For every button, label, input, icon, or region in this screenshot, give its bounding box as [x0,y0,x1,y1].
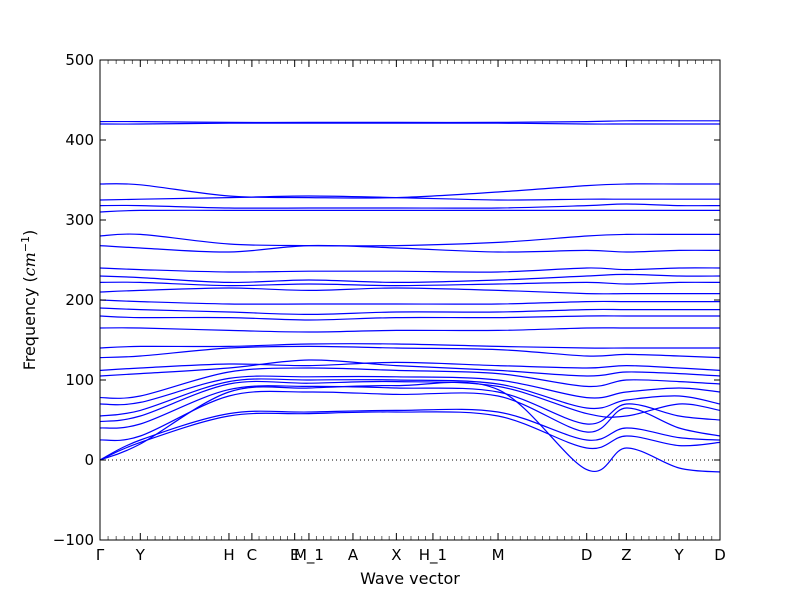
x-tick-label: H [223,546,234,564]
series-line-7 [100,378,720,417]
series-line-25 [100,203,720,209]
series-line-4 [100,390,720,442]
series-line-13 [100,343,720,349]
axes-group: −100 0 100 200 300 400 500 Γ Y H C EM_1 A X H_1 M D Z Y D [53,51,726,565]
x-tick-label: Y [673,546,684,564]
series-line-24 [100,209,720,213]
x-axis-label: Wave vector [360,569,460,588]
series-line-18 [100,287,720,295]
x-tick-label: E [290,546,299,564]
series-line-9 [100,367,720,399]
series-line-14 [100,327,720,333]
series-line-15 [100,315,720,321]
y-tick-label: −100 [53,531,94,549]
y-axis-label-unit: cm [20,252,39,276]
series-line-3 [100,408,720,461]
x-tick-label: A [348,546,359,564]
series-line-5 [100,385,720,429]
y-axis-label: Frequency (cm−1) [19,230,40,371]
series-line-27 [100,183,720,199]
x-tick-label: D [714,546,726,564]
series-line-23 [100,233,720,247]
y-axis-label-main: Frequency ( [20,276,39,370]
series-line-10 [100,359,720,377]
y-tick-label: 500 [65,51,94,69]
series-line-29 [100,120,720,124]
series-line-28 [100,122,720,125]
series-line-17 [100,299,720,305]
x-tick-label: M_1 [294,546,324,565]
x-tick-label: M [492,546,505,564]
plot-area [100,60,720,540]
x-tick-label: X [391,546,401,564]
series-line-20 [100,273,720,284]
y-tick-label: 400 [65,131,94,149]
series-line-6 [100,380,720,423]
series-group [100,120,720,473]
x-tick-label: C [247,546,257,564]
series-line-8 [100,375,720,406]
series-line-2 [100,411,720,461]
series-line-26 [100,195,720,201]
series-line-19 [100,281,720,287]
series-line-21 [100,267,720,273]
series-line-11 [100,361,720,371]
x-tick-label: Y [135,546,146,564]
series-line-12 [100,345,720,359]
x-tick-label: D [581,546,593,564]
plot-background [100,60,720,540]
x-tick-label: Z [621,546,631,564]
y-axis-label-close: ) [20,230,39,236]
series-line-22 [100,244,720,253]
y-tick-label: 100 [65,371,94,389]
y-tick-label: 0 [84,451,94,469]
y-axis-label-exponent: −1 [19,236,32,252]
y-tick-label: 200 [65,291,94,309]
series-line-16 [100,307,720,316]
x-tick-label: H_1 [419,546,447,565]
y-tick-label: 300 [65,211,94,229]
x-tick-label: Γ [96,546,105,564]
